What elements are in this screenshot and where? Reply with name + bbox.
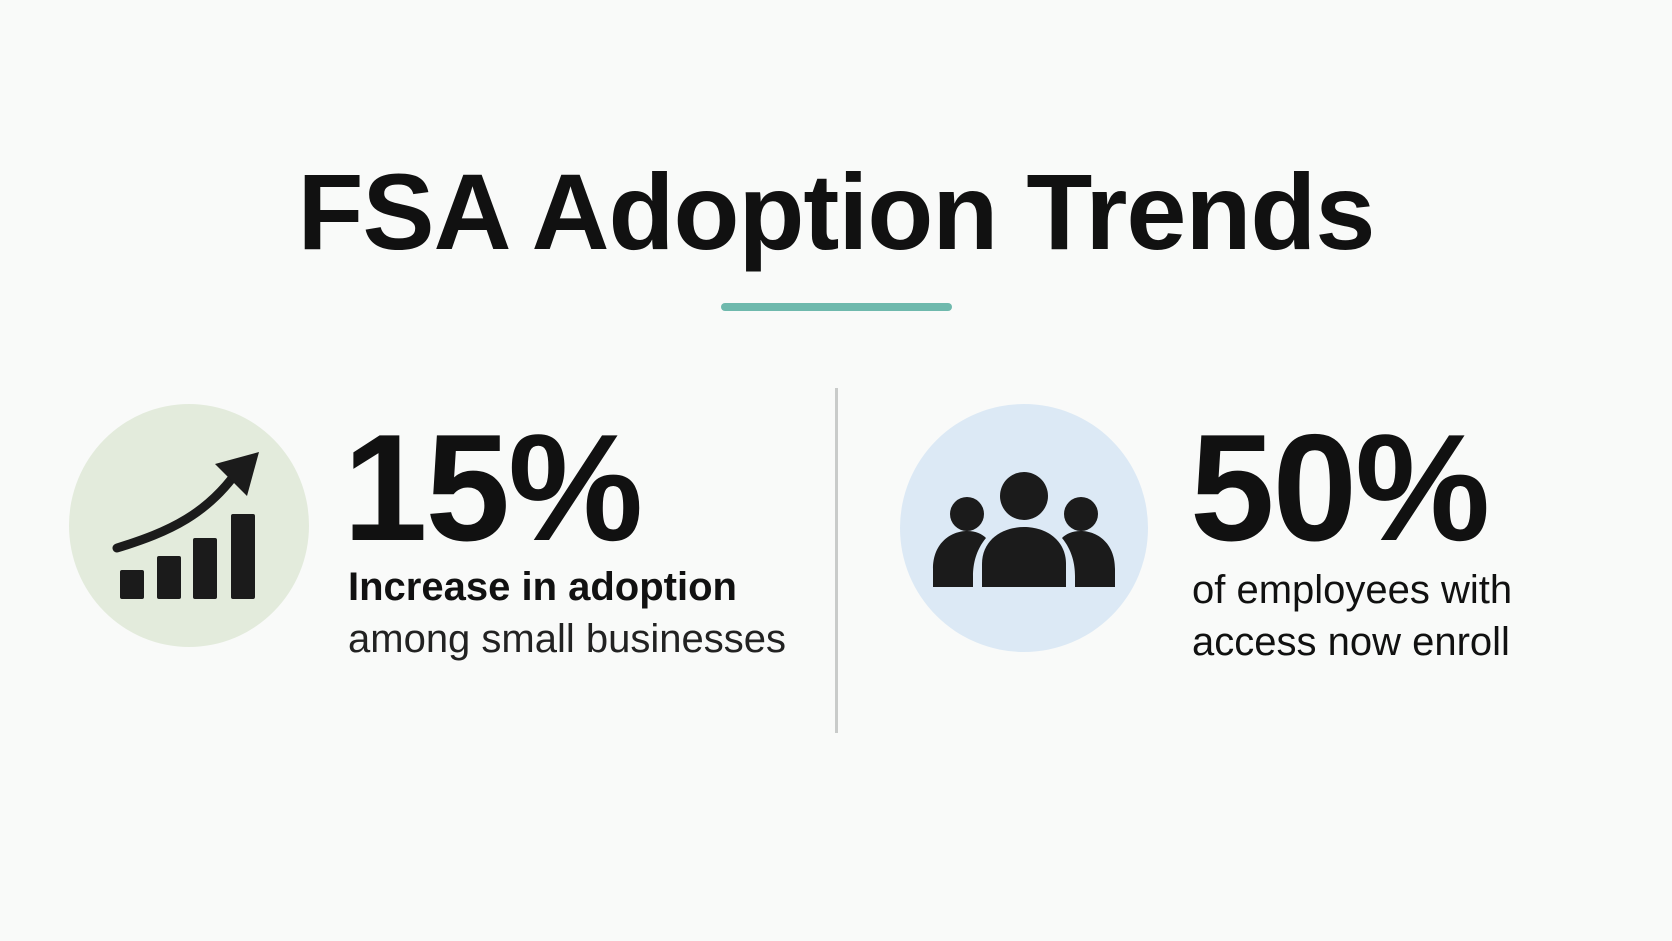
page-title: FSA Adoption Trends — [297, 151, 1376, 272]
people-icon-circle — [900, 404, 1148, 652]
stat-label-line1: of employees with — [1192, 568, 1513, 612]
growth-chart-icon — [112, 452, 259, 599]
stat-value-small-business: 15% — [343, 403, 643, 573]
growth-icon-circle — [69, 404, 309, 647]
stat-label-line1: Increase in adoption — [348, 565, 737, 609]
stat-value-employee-enrollment: 50% — [1190, 403, 1490, 573]
people-group-icon — [933, 472, 1115, 587]
vertical-divider — [835, 388, 838, 733]
stat-label-employee-enrollment: of employees with access now enroll — [1192, 564, 1512, 668]
stat-label-line2: among small businesses — [348, 617, 786, 661]
title-underline — [721, 303, 952, 311]
stat-label-line2: access now enroll — [1192, 620, 1510, 664]
stat-label-small-business: Increase in adoption among small busines… — [348, 561, 786, 665]
